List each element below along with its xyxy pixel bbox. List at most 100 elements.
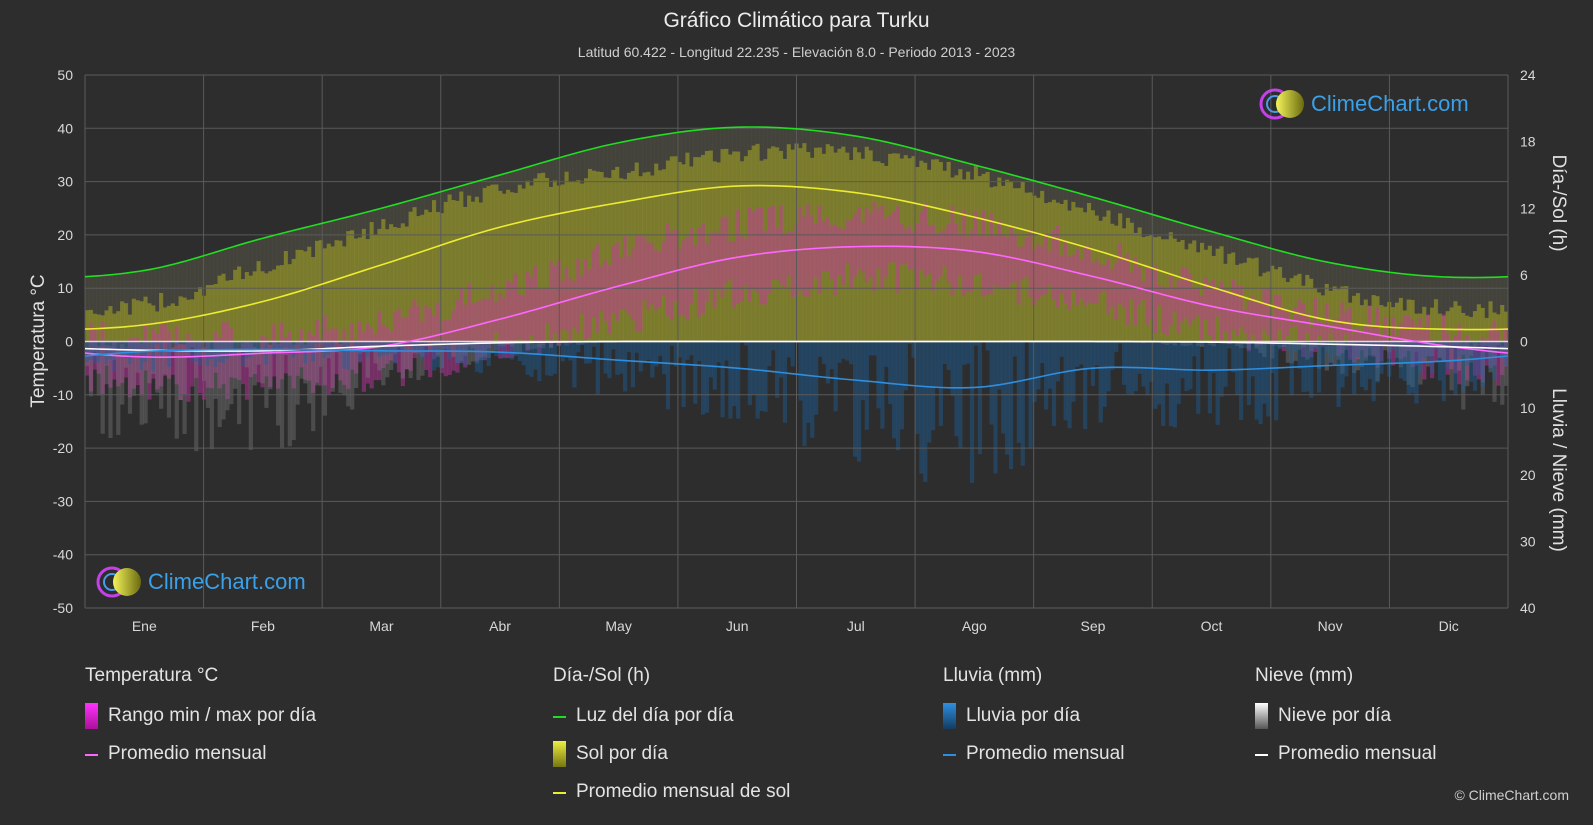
snow-bar: [1445, 341, 1450, 345]
sunshine-bar: [954, 175, 959, 342]
rain-bar: [931, 341, 936, 431]
rain-bar: [1270, 341, 1275, 374]
snow-bar: [513, 341, 519, 355]
temp-range-bar: [853, 213, 858, 277]
sunshine-bar: [1114, 225, 1119, 342]
temp-range-bar: [490, 285, 495, 342]
temp-range-bar: [681, 240, 686, 316]
logo-icon: [1259, 88, 1304, 120]
snow-bar: [92, 341, 97, 352]
sunshine-bar: [1461, 312, 1466, 342]
temp-range-bar: [662, 241, 667, 296]
sunshine-bar: [252, 271, 257, 342]
sunshine-bar: [537, 173, 542, 342]
rain-bar: [782, 341, 788, 423]
temp-range-bar: [506, 280, 511, 359]
sunshine-bar: [786, 144, 791, 342]
sunshine-bar: [545, 177, 550, 342]
daylight-bar: [1441, 276, 1446, 342]
sunshine-bar: [1398, 297, 1404, 342]
temp-range-bar: [677, 248, 682, 316]
sunshine-bar: [431, 200, 437, 342]
sunshine-bar: [1332, 286, 1337, 342]
rain-bar: [1063, 341, 1068, 421]
rain-bar: [112, 341, 117, 372]
rain-bar: [638, 341, 643, 372]
sunshine-bar: [950, 177, 955, 342]
snow-bar: [1332, 341, 1337, 366]
sunshine-bar: [623, 179, 628, 342]
snow-bar: [1246, 341, 1251, 350]
daylight-bar: [127, 272, 133, 342]
rain-bar: [810, 341, 815, 438]
daylight-bar: [1437, 276, 1443, 342]
sunshine-bar: [1153, 237, 1158, 342]
temp-range-bar: [159, 324, 164, 387]
sunshine-bar: [279, 265, 285, 342]
rain-bar: [829, 341, 834, 370]
sunshine-bar: [221, 273, 226, 342]
snow-bar: [127, 341, 133, 414]
temp-range-bar: [810, 215, 815, 290]
rain-bar: [1461, 341, 1466, 392]
rain-bar: [1067, 341, 1072, 429]
rain-bar: [1157, 341, 1162, 405]
snow-bar: [404, 341, 409, 370]
rain-bar: [634, 341, 639, 353]
climechart-logo-bottom[interactable]: ClimeChart.com: [95, 565, 335, 599]
temp-range-bar: [1453, 335, 1458, 374]
sunshine-bar: [619, 178, 624, 342]
temp-range-bar: [170, 347, 175, 375]
temp-range-bar: [1480, 337, 1485, 383]
rain-bar: [307, 341, 312, 352]
sunshine-bar: [1223, 263, 1228, 342]
snow-bar: [1437, 341, 1443, 358]
snow-bar: [100, 341, 105, 434]
temp-range-bar: [447, 318, 452, 376]
temp-range-bar: [1133, 257, 1138, 326]
snow-bar: [213, 341, 218, 399]
temp-range-bar: [654, 250, 659, 311]
rain-bar: [100, 341, 105, 347]
snow-bar: [467, 341, 472, 365]
sunshine-bar: [1488, 301, 1493, 342]
temp-range-bar: [439, 321, 444, 374]
sunshine-bar: [443, 201, 448, 342]
daylight-bar: [1484, 277, 1489, 342]
temp-range-bar: [1437, 341, 1443, 359]
sunshine-bar: [354, 238, 359, 342]
snow-bar: [1461, 341, 1466, 410]
sunshine-bar: [1238, 263, 1244, 342]
rain-bar: [533, 341, 538, 370]
rain-bar: [1457, 341, 1462, 358]
rain-bar: [677, 341, 682, 358]
temp-range-bar: [587, 269, 593, 338]
snow-bar: [1375, 341, 1380, 381]
temp-range-bar: [771, 205, 776, 280]
sunshine-bar: [264, 273, 269, 342]
rain-bar: [903, 341, 908, 391]
snow-bar: [1164, 341, 1170, 345]
snow-bar: [155, 341, 160, 393]
climechart-logo-top[interactable]: ClimeChart.com: [1258, 87, 1498, 121]
snow-bar: [1180, 341, 1185, 346]
sunshine-bar: [1492, 312, 1497, 342]
rain-bar: [287, 341, 292, 349]
sunshine-bar: [1083, 212, 1088, 342]
rain-bar: [591, 341, 597, 347]
snow-bar: [1453, 341, 1458, 348]
temp-range-bar: [1200, 295, 1205, 340]
sunshine-bar: [455, 200, 460, 342]
rain-bar: [229, 341, 234, 354]
temp-range-bar: [178, 344, 183, 400]
snow-bar: [1426, 341, 1431, 367]
rain-bar: [1176, 341, 1181, 404]
rain-bar: [365, 341, 370, 357]
temp-range-bar: [85, 346, 90, 376]
temp-range-bar: [1441, 314, 1446, 362]
sunshine-bar: [260, 271, 265, 342]
rain-bar: [494, 341, 499, 357]
snow-bar: [533, 341, 538, 349]
snow-bar: [1367, 341, 1372, 356]
snow-bar: [1277, 341, 1283, 348]
